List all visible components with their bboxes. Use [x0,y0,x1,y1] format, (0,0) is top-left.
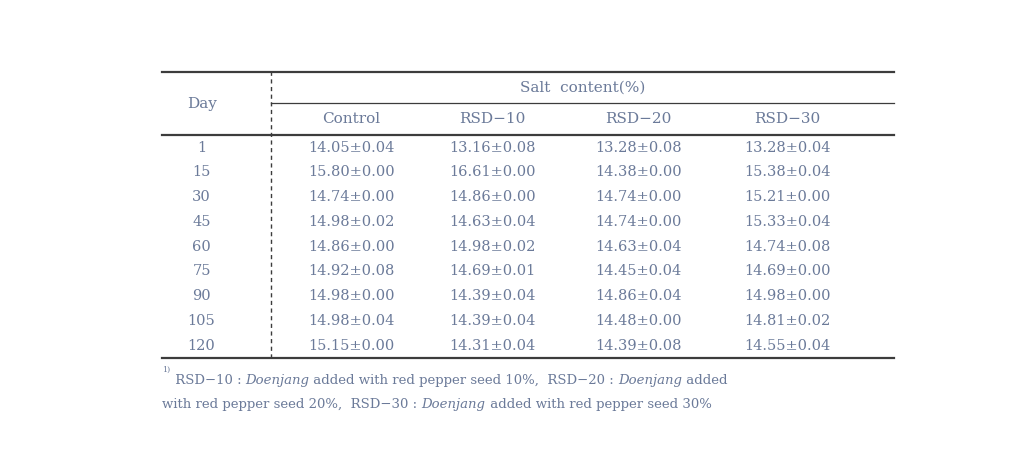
Text: with red pepper seed 20%,  RSD−30 :: with red pepper seed 20%, RSD−30 : [162,398,421,411]
Text: 15.33±0.04: 15.33±0.04 [744,215,831,229]
Text: 14.69±0.00: 14.69±0.00 [744,264,831,278]
Text: 14.63±0.04: 14.63±0.04 [450,215,536,229]
Text: 14.39±0.04: 14.39±0.04 [450,314,536,328]
Text: 13.28±0.08: 13.28±0.08 [595,141,681,155]
Text: 14.98±0.02: 14.98±0.02 [308,215,394,229]
Text: 14.81±0.02: 14.81±0.02 [745,314,830,328]
Text: RSD−30: RSD−30 [754,112,821,126]
Text: RSD−10: RSD−10 [460,112,526,126]
Text: 14.86±0.04: 14.86±0.04 [595,289,681,303]
Text: 14.39±0.08: 14.39±0.08 [595,339,681,353]
Text: 14.98±0.00: 14.98±0.00 [744,289,831,303]
Text: 15.38±0.04: 15.38±0.04 [744,165,831,179]
Text: Doenjang: Doenjang [421,398,485,411]
Text: 14.05±0.04: 14.05±0.04 [308,141,394,155]
Text: 13.16±0.08: 13.16±0.08 [450,141,536,155]
Text: Doenjang: Doenjang [246,374,310,387]
Text: 14.86±0.00: 14.86±0.00 [450,190,536,204]
Text: Day: Day [187,97,216,111]
Text: 14.55±0.04: 14.55±0.04 [745,339,830,353]
Text: 45: 45 [193,215,211,229]
Text: 16.61±0.00: 16.61±0.00 [450,165,536,179]
Text: 15: 15 [193,165,211,179]
Text: 15.80±0.00: 15.80±0.00 [308,165,395,179]
Text: 14.98±0.02: 14.98±0.02 [450,240,536,254]
Text: added with red pepper seed 30%: added with red pepper seed 30% [485,398,712,411]
Text: added with red pepper seed 10%,  RSD−20 :: added with red pepper seed 10%, RSD−20 : [310,374,618,387]
Text: 30: 30 [192,190,211,204]
Text: 14.74±0.08: 14.74±0.08 [744,240,831,254]
Text: Doenjang: Doenjang [618,374,682,387]
Text: 15.15±0.00: 15.15±0.00 [308,339,394,353]
Text: 14.74±0.00: 14.74±0.00 [308,190,394,204]
Text: 14.98±0.00: 14.98±0.00 [308,289,394,303]
Text: RSD−10 :: RSD−10 : [171,374,246,387]
Text: 14.74±0.00: 14.74±0.00 [595,190,681,204]
Text: 14.98±0.04: 14.98±0.04 [308,314,394,328]
Text: 14.63±0.04: 14.63±0.04 [595,240,681,254]
Text: 1): 1) [162,366,171,374]
Text: 15.21±0.00: 15.21±0.00 [745,190,830,204]
Text: 75: 75 [193,264,211,278]
Text: 14.92±0.08: 14.92±0.08 [308,264,394,278]
Text: 14.86±0.00: 14.86±0.00 [308,240,395,254]
Text: 14.45±0.04: 14.45±0.04 [595,264,681,278]
Text: 14.69±0.01: 14.69±0.01 [450,264,536,278]
Text: 90: 90 [192,289,211,303]
Text: 60: 60 [192,240,211,254]
Text: 1: 1 [197,141,206,155]
Text: 14.31±0.04: 14.31±0.04 [450,339,536,353]
Text: Control: Control [322,112,381,126]
Text: 120: 120 [188,339,215,353]
Text: RSD−20: RSD−20 [605,112,671,126]
Text: 14.74±0.00: 14.74±0.00 [595,215,681,229]
Text: 14.39±0.04: 14.39±0.04 [450,289,536,303]
Text: Salt  content(%): Salt content(%) [520,80,645,94]
Text: 14.38±0.00: 14.38±0.00 [595,165,681,179]
Text: 14.48±0.00: 14.48±0.00 [595,314,681,328]
Text: 105: 105 [188,314,215,328]
Text: 13.28±0.04: 13.28±0.04 [744,141,831,155]
Text: added: added [682,374,728,387]
